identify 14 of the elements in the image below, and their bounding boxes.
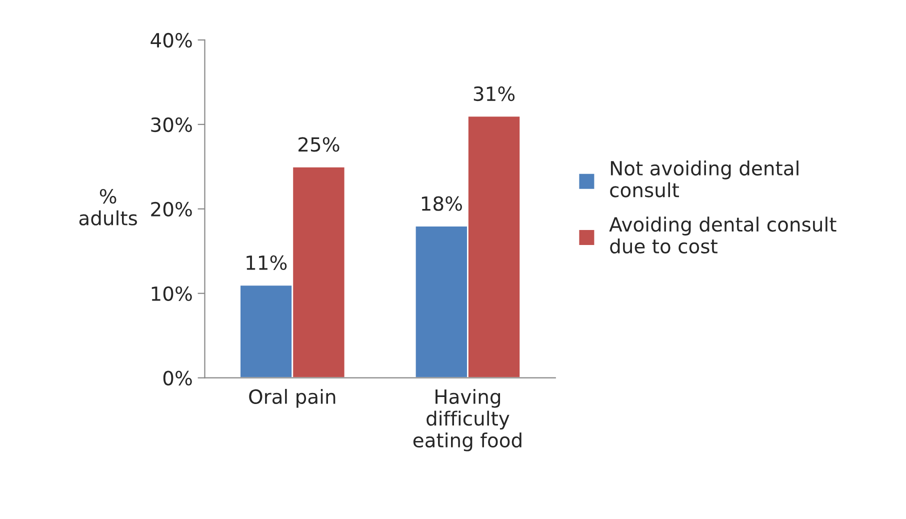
data-label: 11% <box>246 255 287 270</box>
legend-label: Not avoiding dental consult <box>610 160 798 198</box>
data-label: 31% <box>474 86 515 102</box>
data-label: 25% <box>298 137 340 152</box>
y-tick-label: 20% <box>151 202 192 217</box>
x-tick-label: Having difficulty eating food <box>413 388 522 452</box>
y-tick-label: 0% <box>163 370 192 386</box>
y-axis-title: % adults <box>79 188 137 226</box>
y-tick-label: 10% <box>152 286 192 302</box>
legend-label: Avoiding dental consult due to cost <box>609 216 836 254</box>
y-tick-label: 40% <box>150 32 192 48</box>
data-label: 18% <box>422 196 462 211</box>
y-tick-label: 30% <box>151 117 192 132</box>
x-tick-label: Oral pain <box>249 388 336 408</box>
